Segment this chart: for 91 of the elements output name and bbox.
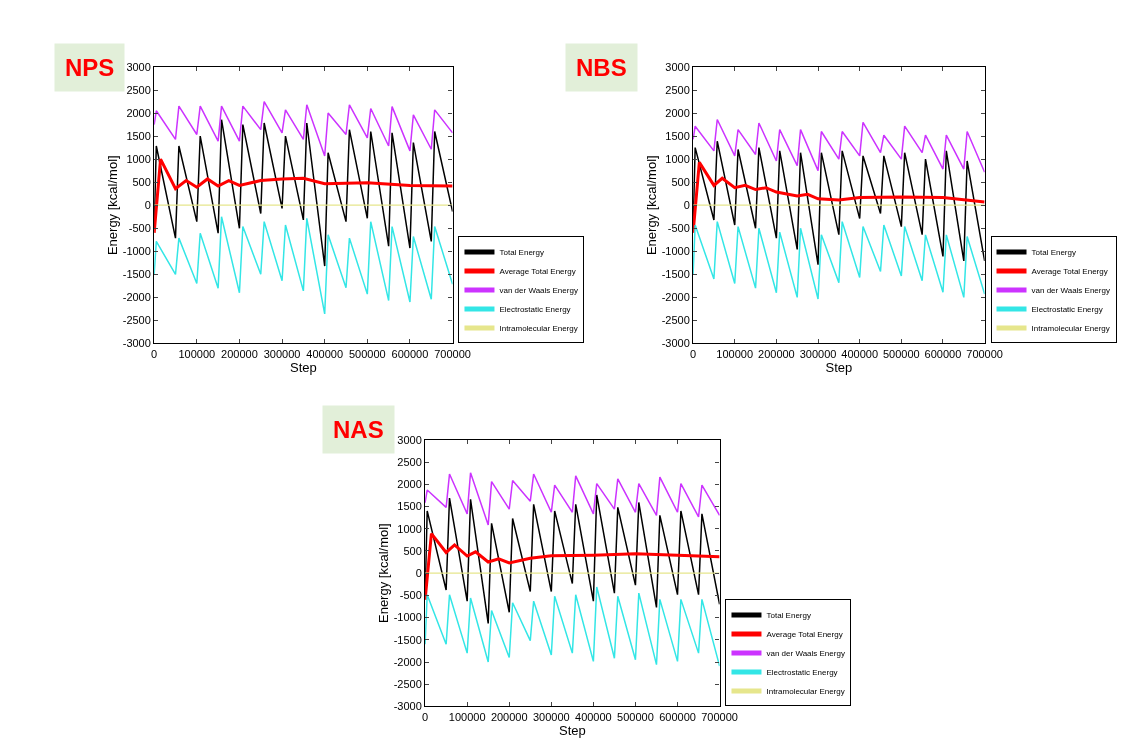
- legend-label: Total Energy: [766, 611, 811, 621]
- y-tick-label: 500: [671, 176, 690, 189]
- line-series: [154, 100, 453, 157]
- y-tick-label: -2500: [661, 314, 690, 327]
- legend-label: Total Energy: [499, 248, 544, 258]
- y-tick-label: -2000: [393, 655, 422, 668]
- x-tick-label: 200000: [490, 710, 528, 723]
- y-tick-label: -1000: [393, 611, 422, 624]
- y-tick-label: -2500: [393, 678, 422, 691]
- line-series: [425, 586, 720, 667]
- chart-title: NPS: [65, 54, 115, 81]
- y-tick-label: -3000: [393, 700, 422, 713]
- y-tick-label: 2500: [126, 83, 151, 96]
- line-series: [693, 118, 985, 174]
- x-tick-label: 600000: [924, 347, 962, 360]
- y-tick-label: 500: [132, 176, 151, 189]
- y-tick-label: 1500: [126, 129, 151, 142]
- x-tick-label: 400000: [306, 347, 344, 360]
- x-tick-label: 100000: [716, 347, 754, 360]
- y-tick-label: 2500: [665, 83, 690, 96]
- x-tick-label: 700000: [966, 347, 1003, 360]
- legend-label: Intramolecular Energy: [499, 324, 578, 334]
- x-axis-title: Step: [558, 722, 586, 738]
- y-tick-label: -1500: [393, 633, 422, 646]
- x-tick-label: 700000: [434, 347, 471, 360]
- x-tick-label: 500000: [348, 347, 386, 360]
- y-tick-label: 2000: [665, 106, 690, 119]
- x-axis-title: Step: [290, 359, 317, 375]
- legend-label: van der Waals Energy: [499, 286, 578, 296]
- y-tick-label: 2500: [397, 455, 422, 468]
- legend-label: Electrostatic Energy: [766, 668, 838, 678]
- y-tick-label: -1500: [122, 268, 151, 281]
- x-tick-label: 200000: [221, 347, 258, 360]
- x-tick-label: 100000: [178, 347, 216, 360]
- y-tick-label: -2500: [122, 314, 151, 327]
- x-tick-label: 400000: [575, 710, 612, 723]
- y-tick-label: 1000: [665, 152, 690, 165]
- y-tick-label: -2000: [661, 291, 690, 304]
- legend-label: Average Total Energy: [1031, 267, 1108, 277]
- y-tick-label: 0: [415, 567, 422, 579]
- y-tick-label: 3000: [126, 60, 151, 73]
- x-tick-label: 300000: [799, 347, 837, 360]
- legend-label: Average Total Energy: [766, 630, 843, 640]
- y-tick-label: 3000: [397, 433, 422, 446]
- x-tick-label: 200000: [758, 347, 795, 360]
- legend-label: van der Waals Energy: [1031, 286, 1110, 296]
- y-tick-label: 1000: [397, 522, 422, 535]
- y-tick-label: -1000: [661, 245, 690, 258]
- y-tick-label: -3000: [122, 337, 151, 350]
- x-tick-label: 300000: [263, 347, 301, 360]
- y-tick-label: 0: [683, 199, 690, 212]
- legend-label: Total Energy: [1031, 248, 1076, 258]
- x-tick-label: 700000: [701, 710, 738, 723]
- x-tick-label: 500000: [617, 710, 654, 723]
- x-tick-label: 500000: [882, 347, 920, 360]
- y-tick-label: -500: [128, 222, 151, 235]
- x-tick-label: 300000: [532, 710, 570, 723]
- legend-label: Electrostatic Energy: [499, 305, 571, 315]
- legend-label: Electrostatic Energy: [1031, 305, 1103, 315]
- line-series: [425, 471, 720, 526]
- legend-label: Intramolecular Energy: [766, 687, 845, 697]
- y-tick-label: -500: [667, 222, 690, 235]
- y-axis-title: Energy [kcal/mol]: [643, 155, 659, 256]
- y-tick-label: -500: [399, 589, 422, 602]
- y-axis-title: Energy [kcal/mol]: [104, 155, 120, 256]
- y-tick-label: 500: [403, 544, 422, 557]
- y-tick-label: 1000: [126, 152, 151, 165]
- y-tick-label: -1500: [661, 268, 690, 281]
- x-tick-label: 600000: [391, 347, 429, 360]
- y-tick-label: 2000: [126, 106, 151, 119]
- x-tick-label: 400000: [841, 347, 879, 360]
- x-axis-title: Step: [825, 359, 853, 375]
- line-series: [693, 220, 985, 300]
- legend-label: van der Waals Energy: [766, 649, 845, 659]
- x-tick-label: 600000: [659, 710, 696, 723]
- y-tick-label: 0: [144, 199, 151, 212]
- y-tick-label: -2000: [122, 291, 151, 304]
- y-axis-title: Energy [kcal/mol]: [375, 523, 391, 623]
- line-series: [154, 215, 453, 315]
- x-tick-label: 100000: [448, 710, 486, 723]
- y-tick-label: 1500: [665, 129, 690, 142]
- legend-label: Average Total Energy: [499, 267, 576, 277]
- chart-title: NAS: [333, 416, 384, 443]
- y-tick-label: -3000: [661, 337, 690, 350]
- chart-title: NBS: [576, 54, 627, 81]
- legend-label: Intramolecular Energy: [1031, 324, 1110, 334]
- y-tick-label: -1000: [122, 245, 151, 258]
- y-tick-label: 1500: [397, 500, 422, 513]
- y-tick-label: 2000: [397, 478, 422, 491]
- line-series: [154, 157, 453, 235]
- y-tick-label: 3000: [665, 60, 690, 73]
